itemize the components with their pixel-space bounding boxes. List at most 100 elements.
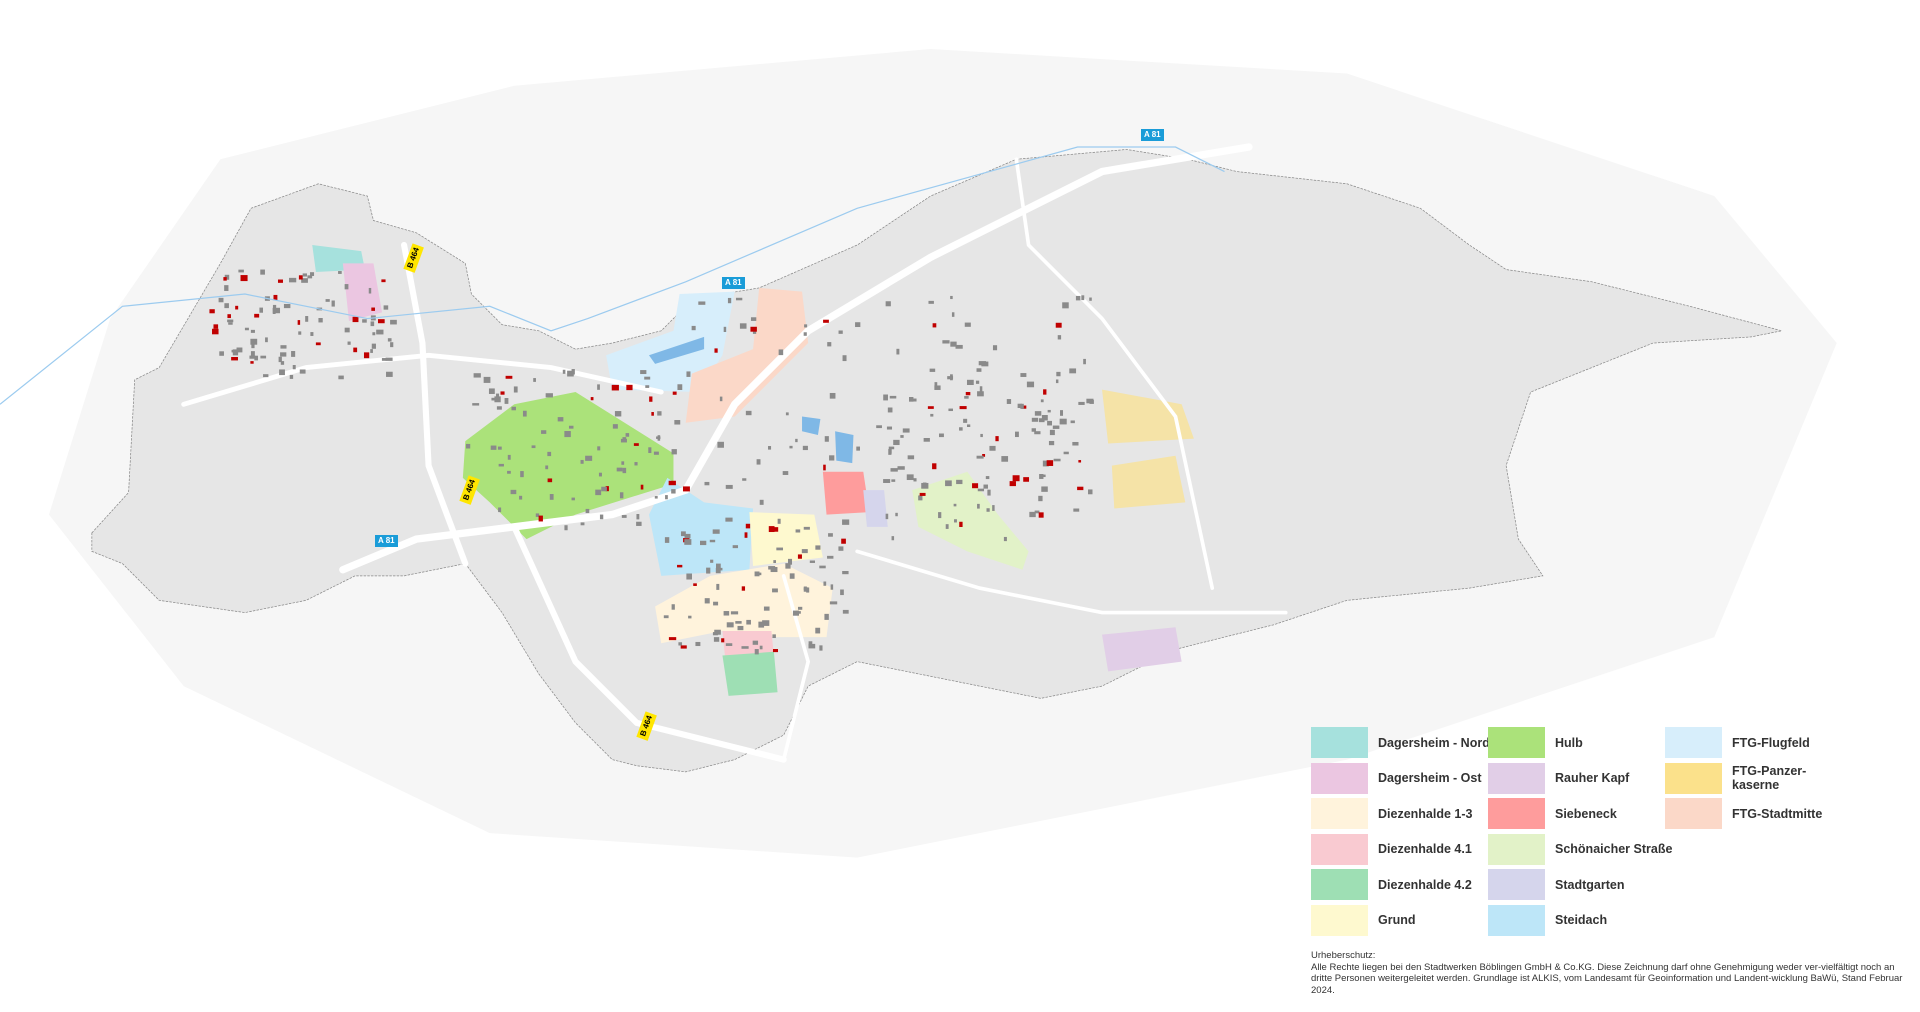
- building: [909, 397, 914, 402]
- building: [507, 454, 511, 460]
- zone-ftg-panzerkaserne-south: [1111, 455, 1186, 509]
- building: [535, 513, 540, 517]
- building: [1075, 295, 1081, 301]
- building: [520, 471, 524, 478]
- building: [730, 611, 739, 615]
- zone-diezenhalde-4-2: [722, 651, 778, 696]
- building: [1020, 403, 1024, 409]
- building: [776, 547, 784, 551]
- building: [1038, 495, 1043, 502]
- building: [838, 330, 843, 334]
- building: [649, 396, 653, 402]
- building: [739, 323, 747, 329]
- building: [948, 408, 953, 412]
- building: [895, 512, 898, 517]
- zone-diezenhalde-1-3: [655, 563, 833, 644]
- building: [250, 338, 258, 345]
- building: [636, 513, 640, 520]
- building: [213, 324, 219, 329]
- building: [819, 565, 826, 569]
- building: [611, 384, 619, 391]
- building: [950, 341, 957, 347]
- building: [797, 554, 802, 559]
- building: [362, 319, 367, 323]
- building: [985, 476, 990, 480]
- building: [645, 385, 650, 388]
- legend-label: Stadtgarten: [1555, 877, 1625, 892]
- building: [653, 451, 659, 455]
- building: [533, 378, 536, 382]
- building: [1034, 431, 1041, 435]
- building: [768, 446, 772, 450]
- building: [597, 384, 600, 390]
- building: [744, 532, 748, 538]
- building: [280, 352, 287, 357]
- building: [966, 424, 971, 427]
- building: [923, 437, 930, 442]
- building: [929, 368, 936, 372]
- building: [754, 571, 760, 577]
- building: [472, 403, 480, 406]
- building: [752, 640, 759, 645]
- building: [601, 486, 607, 492]
- building: [978, 361, 987, 366]
- building: [804, 324, 808, 328]
- building: [338, 375, 344, 380]
- legend-item: Grund: [1311, 904, 1416, 936]
- building: [977, 391, 984, 397]
- building: [209, 309, 215, 314]
- building: [945, 480, 952, 487]
- legend-swatch: [1665, 727, 1722, 758]
- building: [547, 451, 552, 457]
- autobahn-a81: [339, 143, 1253, 574]
- building: [745, 523, 751, 529]
- building: [980, 433, 983, 438]
- building: [1048, 440, 1055, 446]
- building: [772, 588, 778, 593]
- building: [1020, 373, 1027, 377]
- building: [277, 279, 283, 283]
- building: [741, 586, 746, 591]
- building: [789, 445, 793, 449]
- building: [972, 483, 979, 489]
- building: [721, 638, 725, 643]
- building: [1047, 409, 1051, 413]
- building: [254, 355, 259, 361]
- legend-swatch: [1488, 727, 1545, 758]
- building: [977, 503, 980, 509]
- legend-item: Diezenhalde 4.2: [1311, 869, 1472, 900]
- building: [887, 407, 893, 413]
- building: [758, 621, 765, 628]
- building: [1021, 405, 1027, 409]
- building: [789, 573, 795, 579]
- building: [992, 505, 995, 511]
- building: [368, 287, 372, 294]
- building: [741, 646, 749, 649]
- building: [1038, 512, 1044, 518]
- building: [801, 549, 808, 554]
- building: [227, 314, 231, 319]
- legend-swatch: [1488, 798, 1545, 829]
- road-sign-a81-west: A 81: [375, 535, 398, 547]
- building: [932, 463, 937, 470]
- road-sign-a81-center: A 81: [722, 277, 745, 289]
- zone-grund: [749, 512, 823, 567]
- building: [318, 318, 323, 323]
- building: [625, 433, 630, 437]
- building: [651, 412, 654, 416]
- legend-item: Hulb: [1488, 727, 1583, 758]
- building: [385, 357, 393, 361]
- building: [759, 499, 764, 505]
- building: [513, 386, 518, 393]
- building: [644, 376, 651, 380]
- building: [289, 277, 297, 283]
- building: [297, 320, 301, 325]
- building: [763, 606, 770, 611]
- building: [1026, 381, 1035, 388]
- building: [244, 327, 249, 331]
- building: [886, 426, 893, 430]
- legend-label: Siebeneck: [1555, 806, 1617, 821]
- building: [595, 489, 602, 496]
- building: [352, 316, 359, 323]
